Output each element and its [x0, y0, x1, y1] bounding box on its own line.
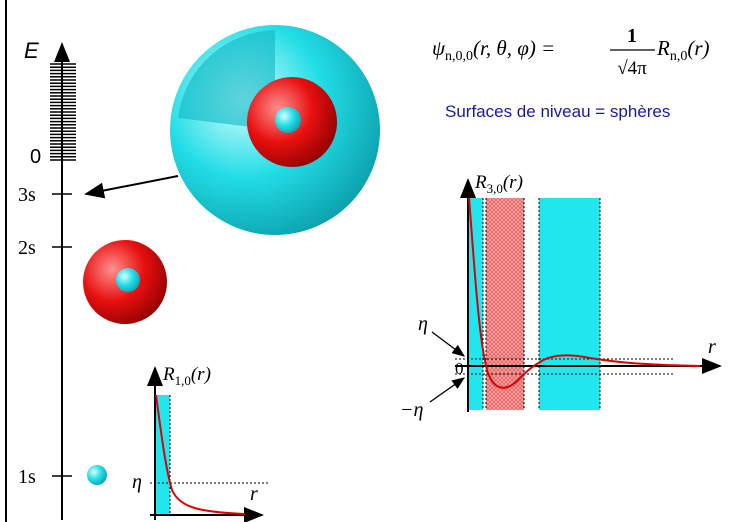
radial: Rn,0(r) — [656, 36, 710, 64]
denominator: √4π — [617, 58, 647, 79]
sub: 1,0 — [175, 373, 191, 388]
minus-eta-label: −η — [400, 399, 423, 421]
page: E 0 3s 2s 1s ψn,0,0(r, θ, φ) = 1 √4π Rn,… — [0, 0, 744, 522]
level-label: 1s — [18, 466, 36, 488]
region — [155, 395, 170, 515]
radial-r: R — [656, 36, 670, 60]
formula: ψn,0,0(r, θ, φ) = — [432, 36, 555, 64]
zero-label: 0 — [455, 359, 464, 378]
x-label: r — [250, 483, 258, 505]
level-label: 3s — [18, 184, 36, 206]
sphere-2s-core — [116, 268, 140, 292]
slide: E 0 3s 2s 1s ψn,0,0(r, θ, φ) = 1 √4π Rn,… — [0, 0, 744, 522]
r: R — [474, 172, 487, 193]
region — [468, 198, 483, 410]
args: (r) — [503, 172, 523, 193]
x-label: r — [708, 336, 716, 358]
sub: 3,0 — [487, 181, 503, 196]
numerator: 1 — [627, 25, 637, 47]
psi-sub: n,0,0 — [445, 49, 473, 64]
arrow — [430, 378, 464, 402]
arrow — [86, 176, 178, 194]
y-label: R3,0(r) — [474, 172, 523, 196]
eta-label: η — [418, 313, 428, 335]
region — [539, 198, 600, 410]
sphere-3s-core — [275, 107, 301, 133]
subtitle: Surfaces de niveau = sphères — [445, 102, 670, 121]
radial-args: (r) — [687, 36, 709, 60]
psi: ψ — [432, 36, 446, 60]
energy-label: E — [24, 38, 39, 63]
r: R — [162, 364, 175, 385]
args: (r) — [191, 364, 211, 385]
sphere-1s — [87, 465, 107, 485]
zero-label: 0 — [30, 146, 41, 168]
level-label: 2s — [18, 237, 36, 259]
region — [486, 198, 524, 410]
args: (r, θ, φ) = — [473, 36, 555, 60]
arrow — [432, 332, 464, 356]
radial-sub: n,0 — [670, 49, 688, 64]
y-label: R1,0(r) — [162, 364, 211, 388]
eta-label: η — [132, 471, 142, 493]
